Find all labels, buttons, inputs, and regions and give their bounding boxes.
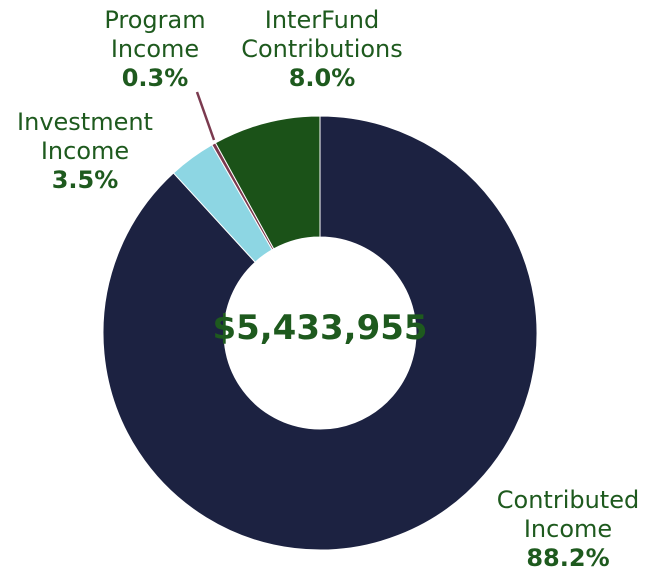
donut-slice — [214, 115, 321, 250]
donut-slice — [102, 115, 538, 551]
slice-label: InterFund Contributions 8.0% — [222, 6, 422, 93]
value-label: 0.3% — [121, 64, 189, 92]
category-label: Contributed Income — [496, 486, 640, 543]
value-label: 88.2% — [526, 544, 610, 572]
slice-label: Contributed Income 88.2% — [468, 486, 666, 573]
category-label: Investment Income — [17, 108, 153, 165]
value-label: 8.0% — [288, 64, 356, 92]
value-label: 3.5% — [51, 166, 119, 194]
leader-line — [195, 91, 216, 141]
slice-label: Investment Income 3.5% — [5, 108, 165, 195]
category-label: Program Income — [104, 6, 206, 63]
slice-label: Program Income 0.3% — [85, 6, 225, 93]
category-label: InterFund Contributions — [241, 6, 403, 63]
center-label: $5,433,955 — [212, 308, 428, 348]
